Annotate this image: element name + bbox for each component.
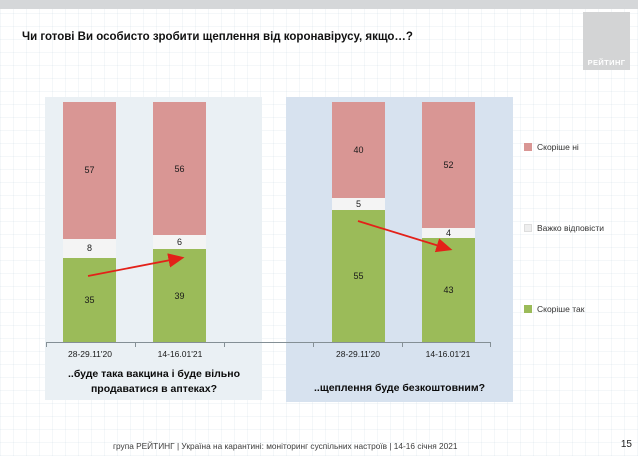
- legend-item-rather-yes: Скоріше так: [524, 304, 584, 314]
- legend-marker-rather-no: [524, 143, 532, 151]
- x-axis-label: 28-29.11'20: [67, 349, 112, 359]
- page-title: Чи готові Ви особисто зробити щеплення в…: [22, 31, 413, 43]
- top-band: [0, 0, 638, 9]
- x-axis-label: 14-16.01'21: [425, 349, 471, 359]
- question-caption-pharmacy: ..буде така вакцина і буде вільно продав…: [67, 368, 241, 396]
- question-caption-free-vaccine: ..щеплення буде безкоштовним?: [314, 382, 485, 394]
- rating-logo-text: РЕЙТИНГ: [587, 58, 626, 67]
- rating-logo: РЕЙТИНГ: [583, 12, 630, 70]
- x-axis-label: 28-29.11'20: [335, 349, 380, 359]
- x-axis-tick: [402, 342, 403, 347]
- page-number: 15: [620, 439, 632, 450]
- x-axis-tick: [490, 342, 491, 347]
- x-axis-tick: [46, 342, 47, 347]
- x-axis-line: [46, 342, 490, 343]
- legend-label-rather-yes: Скоріше так: [537, 304, 585, 314]
- legend-marker-hard-to-say: [524, 224, 532, 232]
- footer-source-line: група РЕЙТИНГ | Україна на карантині: мо…: [113, 441, 458, 451]
- x-axis-label: 14-16.01'21: [157, 349, 203, 359]
- legend-item-hard-to-say: Важко відповісти: [524, 223, 604, 233]
- legend-label-rather-no: Скоріше ні: [537, 142, 579, 152]
- x-axis-tick: [224, 342, 225, 347]
- legend-item-rather-no: Скоріше ні: [524, 142, 579, 152]
- x-axis-tick: [135, 342, 136, 347]
- x-axis-tick: [313, 342, 314, 347]
- legend-marker-rather-yes: [524, 305, 532, 313]
- legend-label-hard-to-say: Важко відповісти: [537, 223, 604, 233]
